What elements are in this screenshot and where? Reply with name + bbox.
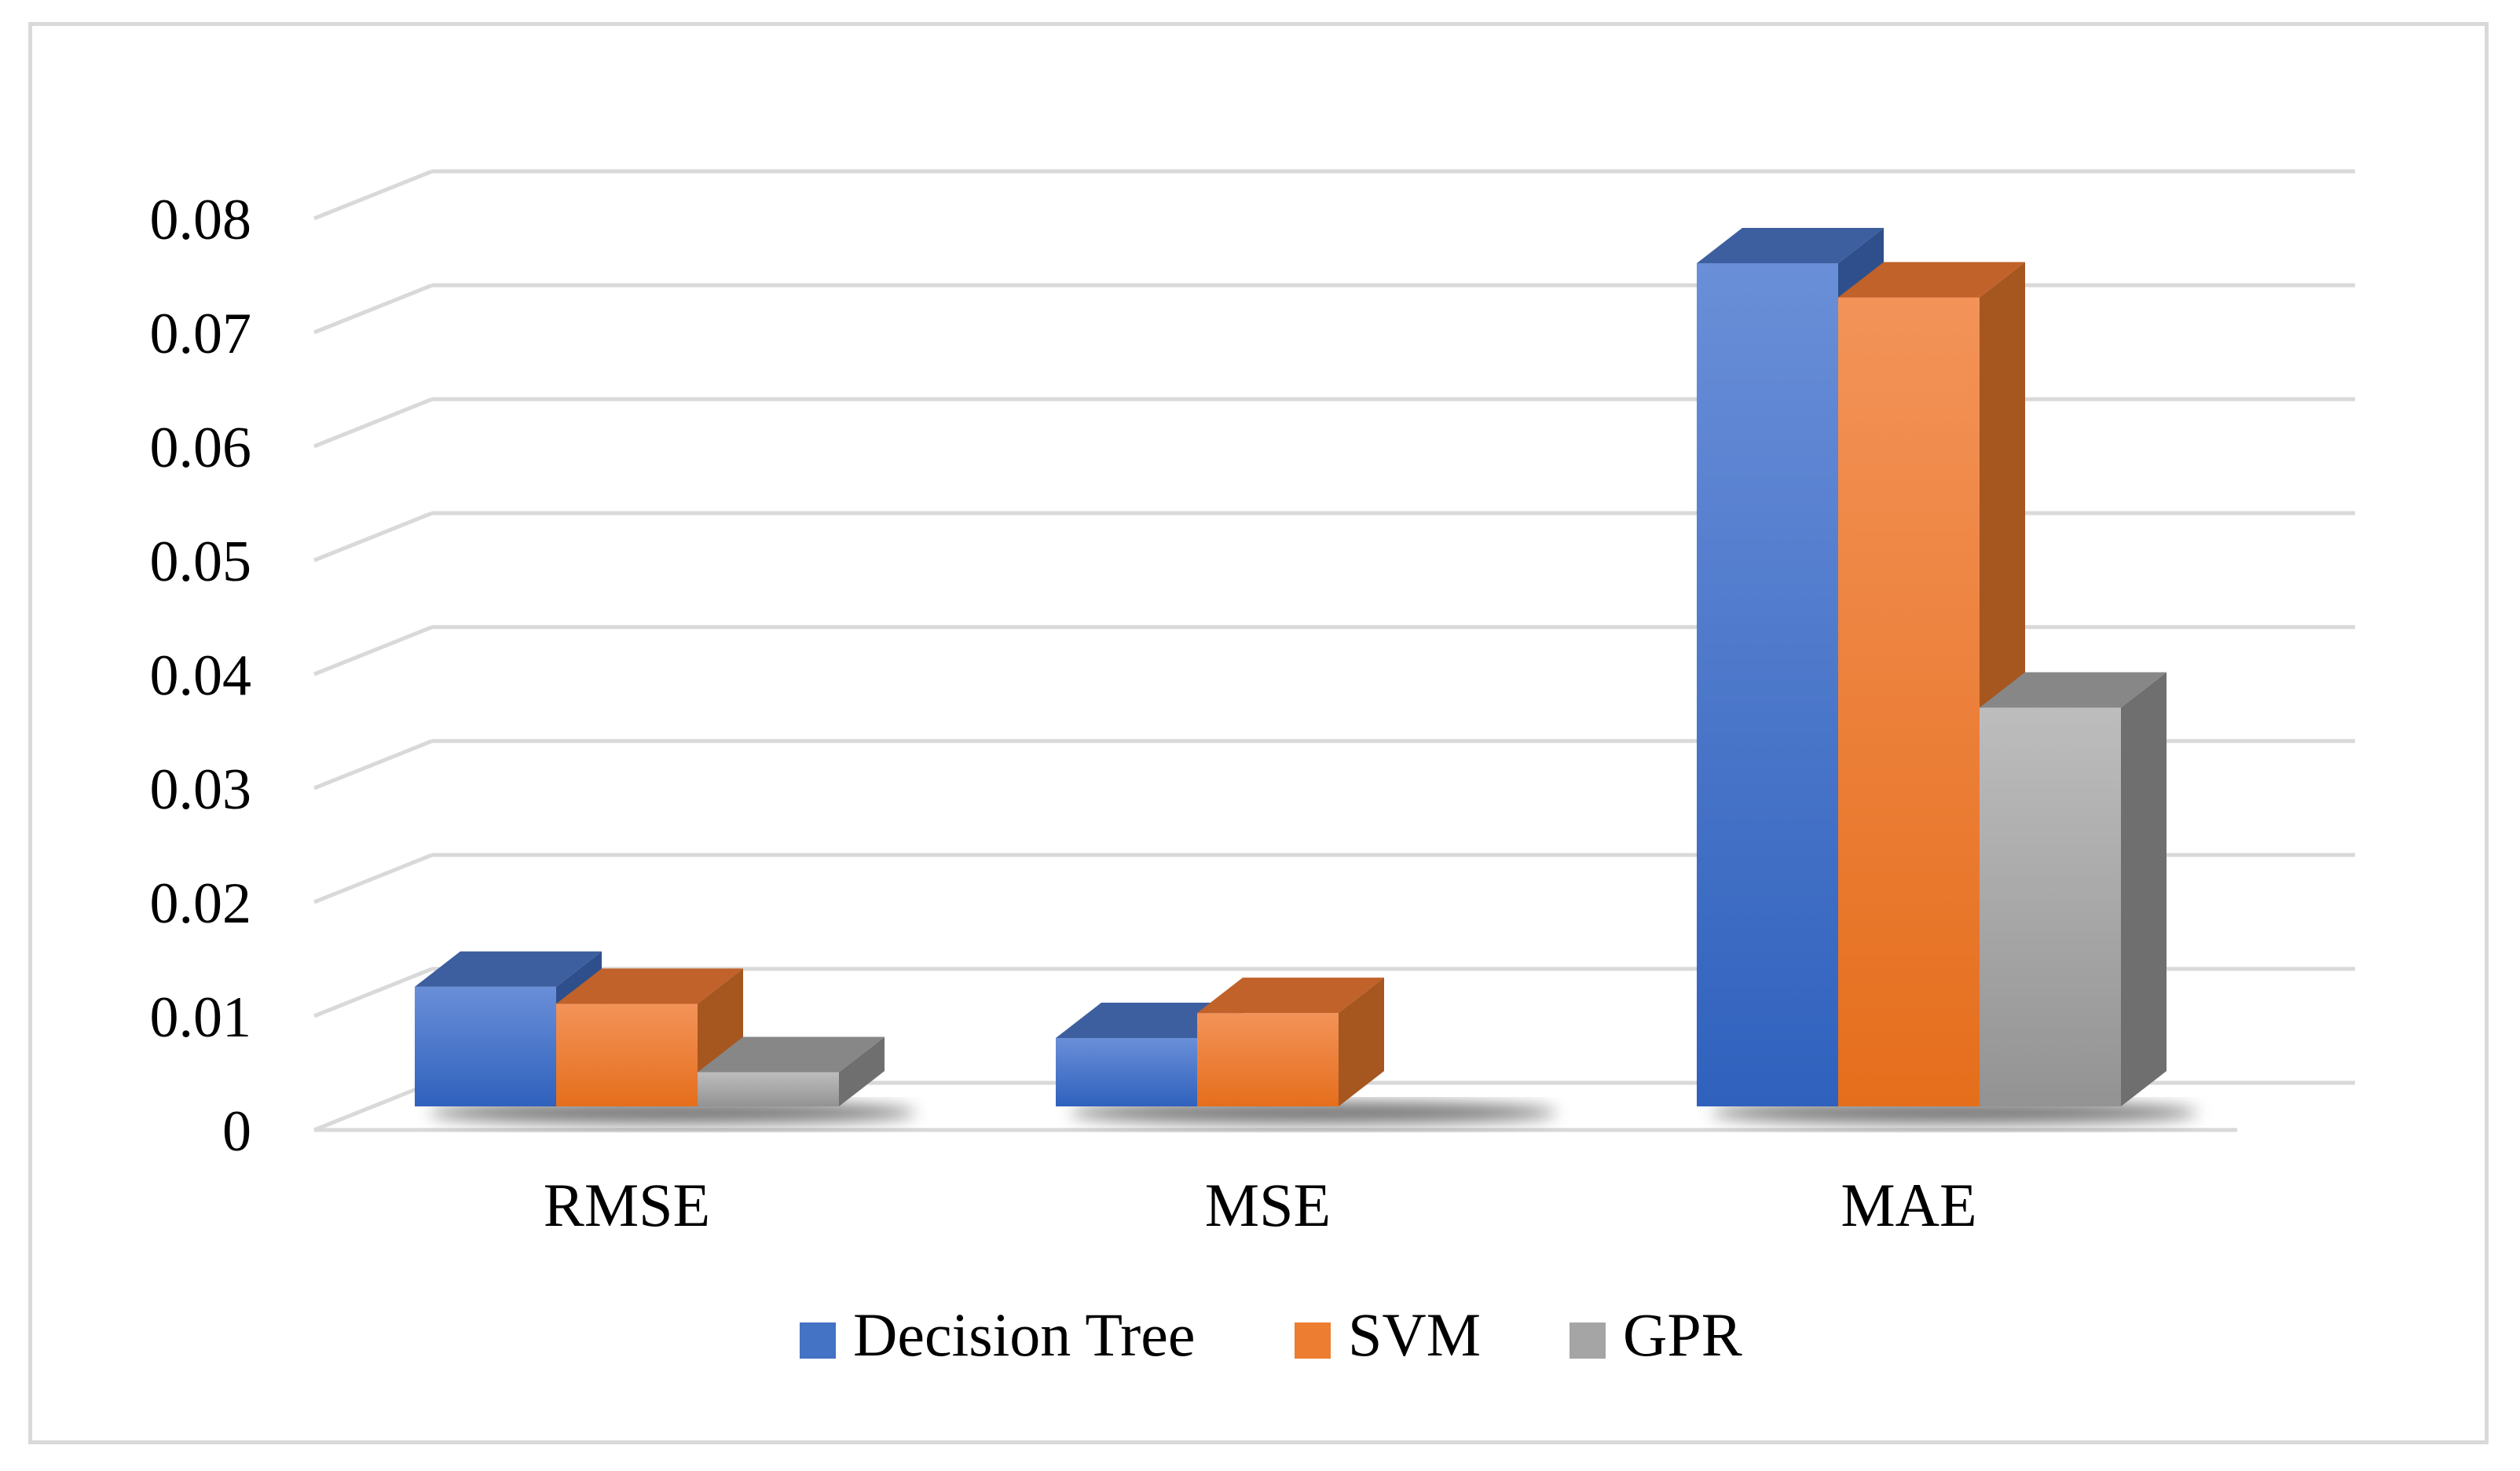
bar-group-shadow [429, 1102, 916, 1124]
gridline-diagonal [313, 853, 433, 904]
legend-swatch-decision-tree [800, 1322, 836, 1359]
bar-side [2121, 672, 2167, 1106]
y-tick-label: 0.01 [150, 985, 252, 1050]
y-tick-label: 0.06 [150, 416, 252, 480]
legend-swatch-svm [1295, 1322, 1331, 1359]
legend-swatch-gpr [1570, 1322, 1606, 1359]
bar-shadows [429, 1102, 2198, 1124]
axis-labels: 0 0.01 0.02 0.03 0.04 0.05 0.06 0.07 0.08 RMSE MSE… [150, 188, 1977, 1239]
bar-side [839, 1036, 885, 1106]
y-tick-label: 0.07 [150, 302, 252, 366]
y-tick-label: 0.08 [150, 188, 252, 252]
bar-mse-svm [1197, 1013, 1339, 1106]
bar-group-shadow [1070, 1102, 1557, 1124]
bar-top [698, 1036, 885, 1073]
bar-top [1838, 262, 2025, 298]
gridline-diagonal [313, 625, 433, 677]
bar-mae-decision-tree [1697, 263, 1838, 1106]
bar-side [1339, 978, 1384, 1106]
bar-top [1980, 672, 2167, 708]
legend: Decision Tree SVM GPR [800, 1300, 1742, 1369]
bar-group-shadow [1711, 1102, 2198, 1124]
bar-rmse-svm [556, 1003, 698, 1106]
x-category-label: RMSE [544, 1171, 710, 1239]
bar-rmse-gpr [698, 1072, 839, 1106]
y-tick-label: 0.05 [150, 530, 252, 594]
legend-label: SVM [1348, 1300, 1481, 1369]
bar-top [556, 968, 743, 1004]
x-category-label: MAE [1841, 1171, 1976, 1239]
bar-mse-decision-tree [1056, 1038, 1197, 1106]
bar-top [1197, 978, 1384, 1014]
bar-top [415, 951, 602, 987]
bar-mae-gpr [1980, 707, 2121, 1106]
gridline-diagonal [313, 397, 433, 449]
bar-rmse-decision-tree [415, 986, 556, 1106]
x-category-label: MSE [1205, 1171, 1331, 1239]
bar-top [1056, 1003, 1243, 1038]
gridline-diagonal [313, 283, 433, 335]
gridline-diagonal [313, 739, 433, 791]
gridline-diagonal [313, 967, 433, 1018]
y-tick-label: 0.04 [150, 644, 252, 708]
gridline-diagonal [313, 1080, 433, 1132]
gridline-diagonal [313, 511, 433, 563]
bar-mae-svm [1838, 297, 1980, 1106]
legend-label: Decision Tree [853, 1300, 1195, 1369]
bar-top [1697, 228, 1884, 263]
legend-label: GPR [1623, 1300, 1742, 1369]
bars [415, 228, 2167, 1106]
y-tick-label: 0.02 [150, 871, 252, 936]
gridline-diagonal [313, 169, 433, 221]
y-tick-label: 0 [222, 1099, 251, 1164]
y-tick-label: 0.03 [150, 758, 252, 822]
